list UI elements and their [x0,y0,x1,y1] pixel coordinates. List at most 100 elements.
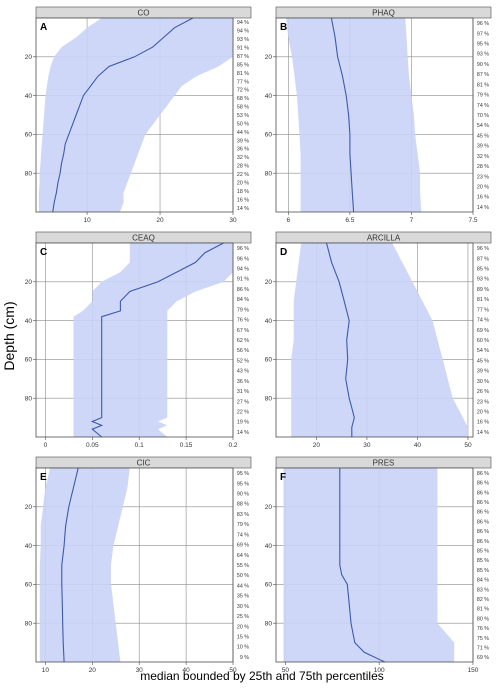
panel-title: PRES [373,459,395,468]
x-tick-label: 0.2 [228,442,237,449]
coverage-label: 30 % [237,604,249,610]
coverage-label: 91 % [237,46,249,52]
x-tick-label: 20 [89,667,97,674]
percentile-band [73,243,233,437]
panel-letter: A [40,22,47,33]
coverage-label: 84 % [477,578,489,584]
y-tick-label: 60 [25,357,33,364]
coverage-label: 86 % [477,490,489,496]
panel-letter: C [40,247,47,258]
coverage-label: 50 % [237,121,249,127]
coverage-label: 32 % [237,155,249,161]
panel-f: PRES F 50 100 150 20 40 60 80 86 % 86 % 86 % 86 % 86 … [265,456,492,674]
x-tick-label: 0.05 [86,442,99,449]
coverage-label: 94 % [237,20,249,26]
x-tick-label: 6 [287,217,291,224]
coverage-label: 74 % [237,532,249,538]
coverage-label: 44 % [237,583,249,589]
coverage-label: 86 % [477,519,489,525]
coverage-label: 86 % [477,481,489,487]
coverage-label: 83 % [237,512,249,518]
x-axis-title: median bounded by 25th and 75th percenti… [140,669,384,683]
y-tick-label: 80 [265,171,273,178]
y-tick-label: 60 [265,357,273,364]
coverage-label: 15 % [237,634,249,640]
coverage-label: 90 % [477,62,489,68]
coverage-label: 76 % [477,626,489,632]
coverage-label: 68 % [237,96,249,102]
y-tick-label: 60 [25,582,33,589]
coverage-label: 86 % [477,529,489,535]
coverage-label: 77 % [477,307,489,313]
y-tick-label: 80 [25,171,33,178]
y-tick-label: 40 [25,93,33,100]
y-tick-label: 80 [25,396,33,403]
coverage-label: 82 % [477,597,489,603]
coverage-label: 53 % [237,113,249,119]
percentile-band [38,18,234,212]
coverage-label: 86 % [477,539,489,545]
coverage-label: 43 % [237,369,249,375]
coverage-label: 39 % [477,144,489,150]
x-tick-label: 30 [136,667,144,674]
median-line [61,467,79,663]
median-line [339,468,386,663]
coverage-label: 70 % [477,113,489,119]
coverage-label: 60 % [477,338,489,344]
y-tick-label: 60 [265,132,273,139]
coverage-label: 89 % [477,287,489,293]
x-tick-label: 7.5 [468,217,477,224]
coverage-label: 16 % [477,195,489,201]
coverage-label: 14 % [477,205,489,211]
coverage-label: 45 % [477,358,489,364]
coverage-label: 14 % [477,430,489,436]
coverage-label: 94 % [237,267,249,273]
panel-title: CEAQ [132,234,155,243]
coverage-label: 91 % [237,277,249,283]
median-line [330,17,355,213]
x-tick-label: 20 [313,442,321,449]
coverage-label: 64 % [237,553,249,559]
y-tick-label: 40 [265,318,273,325]
y-tick-label: 80 [265,396,273,403]
median-line [52,17,194,213]
coverage-label: 79 % [237,307,249,313]
coverage-label: 19 % [237,420,249,426]
x-tick-label: 50 [282,667,290,674]
coverage-label: 45 % [477,133,489,139]
y-tick-label: 20 [265,54,273,61]
coverage-label: 69 % [477,655,489,661]
coverage-label: 86 % [237,287,249,293]
coverage-label: 87 % [477,256,489,262]
coverage-label: 23 % [477,399,489,405]
panel-e: CIC E 10 20 30 40 50 20 40 60 80 95 % 95 % 90 % 88 % 83… [25,456,252,674]
coverage-label: 86 % [477,471,489,477]
coverage-label: 20 % [237,624,249,630]
coverage-label: 54 % [477,348,489,354]
plot-frame [275,242,474,438]
coverage-label: 93 % [237,37,249,43]
coverage-label: 81 % [477,297,489,303]
coverage-label: 9 % [240,655,249,661]
coverage-label: 77 % [237,79,249,85]
y-tick-label: 80 [25,621,33,628]
coverage-label: 86 % [477,500,489,506]
coverage-label: 28 % [237,164,249,170]
coverage-label: 14 % [237,430,249,436]
plot-frame [275,467,474,663]
coverage-label: 96 % [237,256,249,262]
coverage-label: 56 % [237,348,249,354]
x-tick-label: 100 [374,667,385,674]
y-tick-label: 20 [25,279,33,286]
y-tick-label: 40 [265,93,273,100]
coverage-label: 79 % [477,93,489,99]
panel-title: PHAQ [372,9,395,18]
coverage-label: 50 % [237,573,249,579]
coverage-label: 87 % [477,72,489,78]
coverage-label: 83 % [477,587,489,593]
panel-title: ARCILLA [367,234,401,243]
coverage-label: 90 % [237,492,249,498]
coverage-label: 95 % [237,471,249,477]
